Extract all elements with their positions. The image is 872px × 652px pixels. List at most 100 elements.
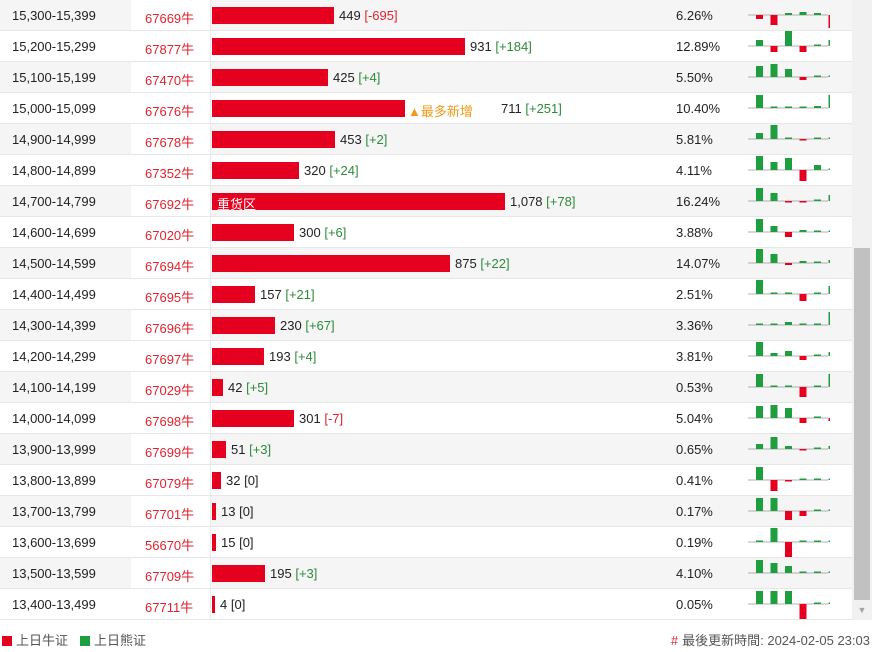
- sparkline-bar: [785, 351, 792, 356]
- percent-value: 3.81%: [676, 349, 713, 364]
- outstanding-count: 15 [0]: [221, 535, 254, 550]
- table-row: 14,800-14,899 67352牛 320 [+24] 4.11%: [0, 155, 852, 186]
- price-range: 14,700-14,799: [12, 194, 96, 209]
- cbbc-code-link[interactable]: 67676牛: [145, 104, 195, 119]
- price-range: 13,800-13,899: [12, 473, 96, 488]
- sparkline-bar: [770, 480, 778, 491]
- scroll-thumb[interactable]: [854, 248, 870, 600]
- sparkline-bar: [756, 498, 763, 511]
- distribution-bar: [212, 472, 221, 489]
- sparkline-bar: [814, 292, 821, 294]
- hash-icon: #: [670, 633, 679, 648]
- sparkline-bar: [814, 478, 821, 480]
- sparkline-bar: [814, 385, 821, 387]
- count-value: 51: [231, 442, 246, 457]
- sparkline-bar: [785, 591, 792, 604]
- sparkline-bar: [814, 230, 821, 232]
- table-row: 14,200-14,299 67697牛 193 [+4] 3.81%: [0, 341, 852, 372]
- outstanding-count: 453 [+2]: [340, 132, 387, 147]
- count-change: [-695]: [364, 8, 398, 23]
- cbbc-code-link[interactable]: 67711牛: [145, 600, 194, 615]
- table-row: 14,700-14,799 67692牛 重货区 1,078 [+78] 16.24%: [0, 186, 852, 217]
- count-change: [+4]: [294, 349, 317, 364]
- sparkline-bar: [814, 509, 821, 511]
- cbbc-code-link[interactable]: 67709牛: [145, 569, 195, 584]
- count-value: 157: [260, 287, 282, 302]
- sparkline-bar: [785, 385, 792, 387]
- outstanding-count: 42 [+5]: [228, 380, 268, 395]
- sparkline-bar: [828, 540, 830, 542]
- cbbc-code-link[interactable]: 67029牛: [145, 383, 195, 398]
- count-value: 13: [221, 504, 236, 519]
- count-change: [+2]: [365, 132, 388, 147]
- cbbc-code-link[interactable]: 67701牛: [145, 507, 195, 522]
- outstanding-count: 193 [+4]: [269, 349, 316, 364]
- sparkline-bar: [785, 13, 792, 15]
- scroll-up-button[interactable]: [852, 0, 872, 16]
- cbbc-code-link[interactable]: 67695牛: [145, 290, 195, 305]
- sparkline-bar: [785, 542, 792, 557]
- cbbc-code-link[interactable]: 67352牛: [145, 166, 195, 181]
- outstanding-count: 931 [+184]: [470, 39, 532, 54]
- history-sparkline: [748, 64, 830, 80]
- table-row: 15,000-15,099 67676牛 ▲最多新增 711 [+251] 10.40%: [0, 93, 852, 124]
- history-sparkline: [748, 188, 830, 203]
- cbbc-code-link[interactable]: 67079牛: [145, 476, 195, 491]
- sparkline-bar: [785, 480, 792, 482]
- table-row: 13,400-13,499 67711牛 4 [0] 0.05%: [0, 589, 852, 620]
- scroll-down-button[interactable]: ▼: [852, 600, 872, 620]
- cbbc-code-link[interactable]: 67697牛: [145, 352, 195, 367]
- cbbc-code-link[interactable]: 67669牛: [145, 11, 195, 26]
- sparkline-bar: [799, 230, 807, 232]
- sparkline-bar: [814, 540, 821, 542]
- history-sparkline: [748, 31, 830, 52]
- distribution-bar: [212, 7, 334, 24]
- legend-bull-label: 上日牛证: [16, 633, 69, 648]
- price-range: 14,900-14,999: [12, 132, 96, 147]
- sparkline-bar: [770, 64, 778, 77]
- distribution-bar: [212, 379, 223, 396]
- cbbc-code-link[interactable]: 67698牛: [145, 414, 195, 429]
- sparkline-bar: [770, 226, 778, 232]
- sparkline-bar: [770, 563, 778, 573]
- percent-value: 4.10%: [676, 566, 713, 581]
- count-change: [+251]: [525, 101, 562, 116]
- sparkline-bar: [770, 528, 778, 542]
- cbbc-code-link[interactable]: 67470牛: [145, 73, 195, 88]
- cbbc-code-link[interactable]: 56670牛: [145, 538, 195, 553]
- table-row: 13,900-13,999 67699牛 51 [+3] 0.65%: [0, 434, 852, 465]
- sparkline-bar: [828, 15, 830, 28]
- cbbc-code-link[interactable]: 67692牛: [145, 197, 195, 212]
- sparkline-bar: [756, 95, 763, 108]
- count-value: 230: [280, 318, 302, 333]
- sparkline-bar: [785, 408, 792, 418]
- outstanding-count: 32 [0]: [226, 473, 259, 488]
- sparkline-bar: [799, 511, 807, 516]
- distribution-bar: [212, 503, 216, 520]
- percent-value: 12.89%: [676, 39, 721, 54]
- cbbc-code-link[interactable]: 67678牛: [145, 135, 195, 150]
- sparkline-bar: [828, 352, 830, 356]
- cbbc-code-link[interactable]: 67696牛: [145, 321, 195, 336]
- vertical-scrollbar[interactable]: ▼: [852, 0, 872, 620]
- cbbc-code-link[interactable]: 67694牛: [145, 259, 195, 274]
- table-row: 14,300-14,399 67696牛 230 [+67] 3.36%: [0, 310, 852, 341]
- table-row: 14,100-14,199 67029牛 42 [+5] 0.53%: [0, 372, 852, 403]
- history-sparkline: [748, 467, 830, 491]
- sparkline-bar: [770, 292, 778, 294]
- cbbc-code-link[interactable]: 67020牛: [145, 228, 195, 243]
- last-updated-label: 最後更新時間:: [682, 633, 764, 648]
- sparkline-bar: [799, 46, 807, 52]
- table-row: 14,400-14,499 67695牛 157 [+21] 2.51%: [0, 279, 852, 310]
- count-value: 449: [339, 8, 361, 23]
- cbbc-code-link[interactable]: 67877牛: [145, 42, 195, 57]
- count-value: 1,078: [510, 194, 543, 209]
- sparkline-bar: [770, 46, 778, 52]
- count-change: [+5]: [246, 380, 269, 395]
- history-sparkline: [748, 591, 830, 619]
- code-cell: 67701牛: [131, 496, 211, 526]
- cbbc-code-link[interactable]: 67699牛: [145, 445, 195, 460]
- sparkline-bar: [785, 106, 792, 108]
- code-cell: 67352牛: [131, 155, 211, 185]
- sparkline-bar: [828, 75, 830, 77]
